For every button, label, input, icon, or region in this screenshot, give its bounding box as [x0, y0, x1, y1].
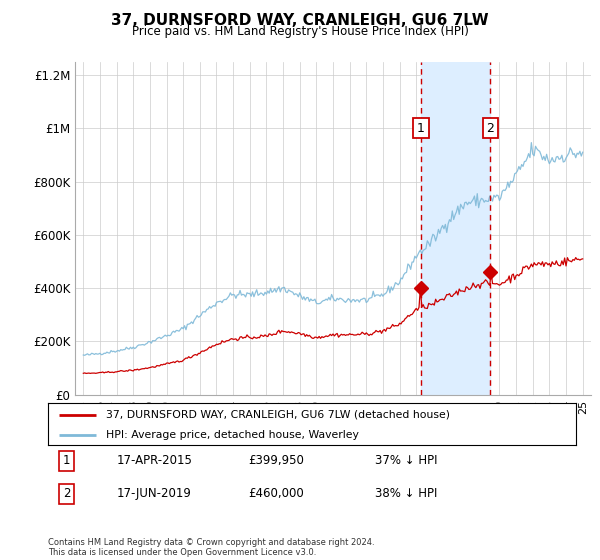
Text: 2: 2: [487, 122, 494, 135]
Text: Price paid vs. HM Land Registry's House Price Index (HPI): Price paid vs. HM Land Registry's House …: [131, 25, 469, 38]
Text: HPI: Average price, detached house, Waverley: HPI: Average price, detached house, Wave…: [106, 430, 359, 440]
Text: 1: 1: [417, 122, 425, 135]
Text: 17-APR-2015: 17-APR-2015: [116, 454, 193, 468]
Text: 38% ↓ HPI: 38% ↓ HPI: [376, 487, 438, 501]
Text: 37, DURNSFORD WAY, CRANLEIGH, GU6 7LW (detached house): 37, DURNSFORD WAY, CRANLEIGH, GU6 7LW (d…: [106, 410, 450, 420]
Text: 1: 1: [63, 454, 70, 468]
Text: 2: 2: [63, 487, 70, 501]
Text: £460,000: £460,000: [248, 487, 304, 501]
Text: Contains HM Land Registry data © Crown copyright and database right 2024.
This d: Contains HM Land Registry data © Crown c…: [48, 538, 374, 557]
Text: 17-JUN-2019: 17-JUN-2019: [116, 487, 191, 501]
Text: £399,950: £399,950: [248, 454, 305, 468]
Bar: [421, 62, 490, 395]
Text: 37, DURNSFORD WAY, CRANLEIGH, GU6 7LW: 37, DURNSFORD WAY, CRANLEIGH, GU6 7LW: [111, 13, 489, 28]
Text: 37% ↓ HPI: 37% ↓ HPI: [376, 454, 438, 468]
